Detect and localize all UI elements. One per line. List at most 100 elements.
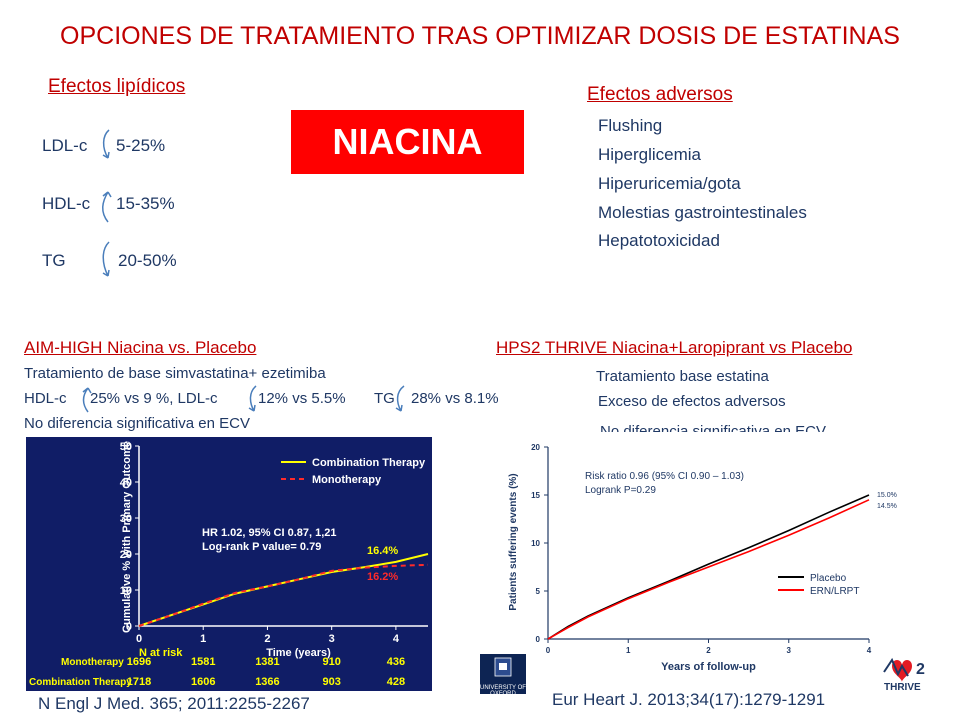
aim-high-heading: AIM-HIGH Niacina vs. Placebo bbox=[24, 338, 257, 357]
adverse-item-hiperglicemia: Hiperglicemia bbox=[598, 145, 701, 164]
niacina-box: NIACINA bbox=[291, 110, 524, 174]
aim-high-ldl-value: 12% vs 5.5% bbox=[258, 390, 346, 407]
aim-at-risk-row-label: Combination Therapy bbox=[29, 677, 132, 688]
aim-legend-label: Monotherapy bbox=[312, 474, 382, 486]
hps-x-tick-label: 3 bbox=[787, 646, 792, 655]
hps-y-axis-label: Patients suffering events (%) bbox=[508, 473, 519, 610]
aim-high-line1: Tratamiento de base simvastatina+ ezetim… bbox=[24, 365, 326, 382]
adverse-item-flushing: Flushing bbox=[598, 116, 663, 135]
oxford-logo-text: UNIVERSITY OF OXFORD bbox=[480, 685, 526, 697]
aim-x-tick-label: 4 bbox=[393, 633, 400, 645]
aim-series-end-label: 16.2% bbox=[367, 571, 398, 583]
aim-at-risk-value: 1366 bbox=[255, 676, 279, 688]
ldl-down-arrow-icon bbox=[102, 129, 110, 159]
thrive-logo: 2 THRIVE bbox=[878, 652, 930, 693]
aim-high-arrows bbox=[82, 385, 405, 413]
aim-high-tg-label: TG bbox=[374, 390, 395, 407]
aim-x-tick-label: 0 bbox=[136, 633, 142, 645]
hps-series-line-1 bbox=[547, 499, 870, 640]
hps-legend-label: Placebo bbox=[810, 573, 847, 584]
hps-y-tick-label: 15 bbox=[531, 491, 540, 500]
adverse-item-hepatotoxicidad: Hepatotoxicidad bbox=[598, 231, 720, 250]
aim-at-risk-value: 1718 bbox=[127, 676, 151, 688]
hps-series-line-0 bbox=[547, 494, 870, 640]
hps-annotation: Logrank P=0.29 bbox=[585, 485, 656, 496]
aim-y-tick-label: 0 bbox=[126, 621, 132, 633]
hps-y-tick-label: 0 bbox=[536, 635, 541, 644]
adverse-effects-heading: Efectos adversos bbox=[587, 84, 733, 105]
aim-y-tick-label: 50 bbox=[120, 441, 132, 453]
aim-high-tg-value: 28% vs 8.1% bbox=[411, 390, 499, 407]
aim-at-risk-value: 1581 bbox=[191, 656, 215, 668]
aim-annotation: Log-rank P value= 0.79 bbox=[202, 541, 321, 553]
slide-title: OPCIONES DE TRATAMIENTO TRAS OPTIMIZAR D… bbox=[60, 22, 900, 50]
hps-series-end-label: 15.0% bbox=[877, 492, 897, 499]
hps-y-tick-label: 5 bbox=[536, 587, 541, 596]
aim-at-risk-value: 1606 bbox=[191, 676, 215, 688]
hps2-line2: Exceso de efectos adversos bbox=[598, 393, 786, 410]
tg-down-arrow-icon bbox=[102, 241, 110, 277]
oxford-logo: UNIVERSITY OF OXFORD bbox=[480, 654, 526, 697]
hps2-chart: 0 5 10 15 20 0 1 2 3 4 Years of follow-up Patients … bbox=[508, 443, 897, 673]
lipid-ldl-label: LDL-c bbox=[42, 136, 88, 155]
hps-x-tick-label: 1 bbox=[626, 646, 631, 655]
hdl-up-arrow-icon bbox=[102, 191, 112, 223]
aim-at-risk-heading: N at risk bbox=[139, 647, 183, 659]
lipid-tg-value: 20-50% bbox=[118, 251, 177, 270]
oxford-crest-icon bbox=[494, 657, 512, 677]
aim-at-risk-value: 1381 bbox=[255, 656, 279, 668]
aim-x-tick-label: 3 bbox=[329, 633, 335, 645]
lipid-tg-label: TG bbox=[42, 251, 66, 270]
hps-legend-label: ERN/LRPT bbox=[810, 586, 859, 597]
aim-y-tick-label: 10 bbox=[120, 585, 132, 597]
aim-at-risk-value: 1696 bbox=[127, 656, 151, 668]
hps-x-axis-label: Years of follow-up bbox=[661, 661, 756, 673]
aim-at-risk-value: 428 bbox=[387, 676, 405, 688]
hps-x-tick-label: 0 bbox=[546, 646, 551, 655]
aim-y-tick-label: 30 bbox=[120, 513, 132, 525]
aim-hdl-up-arrow-icon bbox=[82, 387, 92, 413]
aim-y-tick-label: 20 bbox=[120, 549, 132, 561]
aim-tg-down-arrow-icon bbox=[395, 385, 405, 412]
aim-series-line-0 bbox=[138, 553, 429, 627]
aim-x-axis-label: Time (years) bbox=[266, 647, 331, 659]
aim-at-risk-value: 903 bbox=[322, 676, 340, 688]
lipid-hdl-value: 15-35% bbox=[116, 194, 175, 213]
aim-high-chart-panel: 0 10 20 30 40 50 0 1 2 3 4 Time (years) Cumulative %… bbox=[26, 437, 432, 691]
hps2-heading: HPS2 THRIVE Niacina+Laropiprant vs Place… bbox=[496, 338, 853, 357]
hps-annotation: Risk ratio 0.96 (95% CI 0.90 – 1.03) bbox=[585, 471, 744, 482]
hps-y-tick-label: 20 bbox=[531, 443, 540, 452]
aim-legend-label: Combination Therapy bbox=[312, 457, 426, 469]
aim-at-risk-value: 436 bbox=[387, 656, 405, 668]
aim-x-tick-label: 1 bbox=[200, 633, 206, 645]
aim-high-hdl-label: HDL-c bbox=[24, 390, 67, 407]
hps-series-end-label: 14.5% bbox=[877, 503, 897, 510]
hps-y-tick-label: 10 bbox=[531, 539, 540, 548]
hps-x-tick-label: 4 bbox=[867, 646, 872, 655]
aim-at-risk-value: 910 bbox=[322, 656, 340, 668]
aim-y-axis-label: Cumulative % with Primary Outcome bbox=[121, 441, 133, 633]
aim-high-citation: N Engl J Med. 365; 2011:2255-2267 bbox=[38, 694, 310, 713]
aim-x-tick-label: 2 bbox=[264, 633, 270, 645]
lipid-ldl-value: 5-25% bbox=[116, 136, 166, 155]
thrive-heart-icon: 2 THRIVE bbox=[883, 657, 925, 693]
hps-x-tick-label: 2 bbox=[706, 646, 711, 655]
thrive-logo-text: THRIVE bbox=[884, 682, 921, 692]
aim-high-chart: 0 10 20 30 40 50 0 1 2 3 4 Time (years) Cumulative %… bbox=[29, 441, 429, 688]
lipid-hdl-label: HDL-c bbox=[42, 194, 91, 213]
aim-ldl-down-arrow-icon bbox=[248, 385, 257, 412]
aim-series-end-label: 16.4% bbox=[367, 545, 398, 557]
aim-annotation: HR 1.02, 95% CI 0.87, 1,21 bbox=[202, 527, 337, 539]
hps2-line1: Tratamiento base estatina bbox=[596, 368, 769, 385]
lipid-arrows bbox=[102, 129, 112, 277]
aim-at-risk-row-label: Monotherapy bbox=[61, 657, 124, 668]
adverse-item-gastrointestinal: Molestias gastrointestinales bbox=[598, 203, 807, 222]
hps2-citation: Eur Heart J. 2013;34(17):1279-1291 bbox=[552, 690, 826, 709]
aim-y-tick-label: 40 bbox=[120, 477, 132, 489]
hps2-chart-panel: 0 5 10 15 20 0 1 2 3 4 Years of follow-up Patients … bbox=[486, 432, 936, 688]
aim-high-hdl-value: 25% vs 9 %, LDL-c bbox=[90, 390, 218, 407]
svg-text:2: 2 bbox=[916, 661, 925, 678]
aim-high-line3: No diferencia significativa en ECV bbox=[24, 415, 250, 432]
adverse-item-hiperuricemia: Hiperuricemia/gota bbox=[598, 174, 741, 193]
lipid-effects-heading: Efectos lipídicos bbox=[48, 76, 186, 97]
